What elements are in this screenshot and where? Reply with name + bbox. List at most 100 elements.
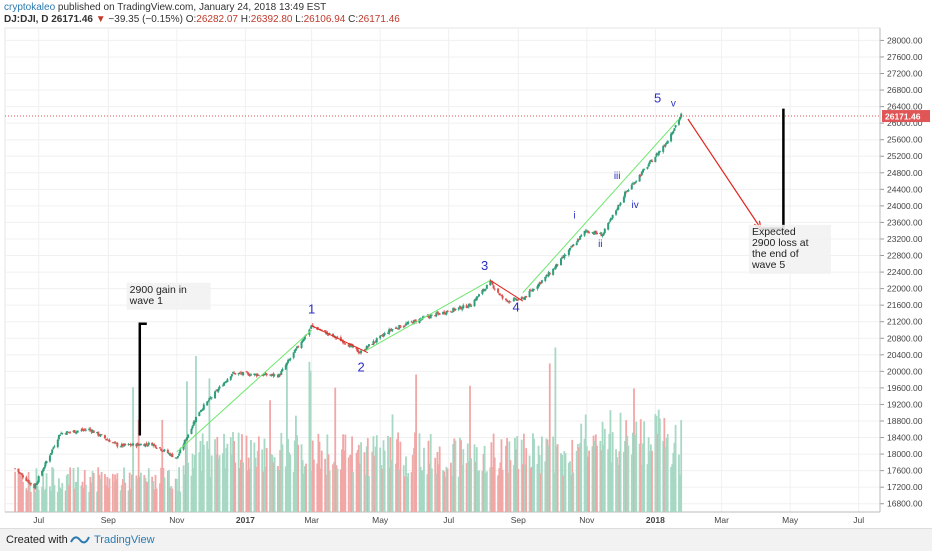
volume-bar bbox=[245, 435, 248, 512]
volume-bar bbox=[34, 491, 37, 512]
candle-body bbox=[568, 247, 571, 251]
tradingview-brand[interactable]: TradingView bbox=[94, 534, 155, 546]
candle-body bbox=[497, 288, 500, 293]
candle-body bbox=[445, 311, 448, 315]
volume-bar bbox=[175, 478, 178, 512]
candle-body bbox=[80, 429, 83, 431]
volume-bar bbox=[232, 432, 234, 512]
y-tick-label: 18800.00 bbox=[887, 416, 923, 426]
candle-body bbox=[583, 230, 586, 236]
volume-bar bbox=[273, 457, 276, 512]
candle-body bbox=[436, 312, 439, 314]
candle-body bbox=[159, 447, 162, 449]
volume-bar bbox=[312, 459, 315, 512]
author-link[interactable]: cryptokaleo bbox=[4, 2, 56, 13]
volume-bar bbox=[146, 482, 149, 512]
candle-body bbox=[272, 373, 275, 377]
volume-bar bbox=[524, 464, 526, 512]
x-tick-label: Nov bbox=[169, 515, 185, 525]
volume-bar bbox=[339, 469, 342, 512]
candle-body bbox=[72, 430, 75, 432]
volume-bar bbox=[657, 409, 660, 512]
candle-body bbox=[576, 239, 579, 243]
volume-bar bbox=[309, 370, 312, 512]
volume-bar bbox=[532, 433, 534, 512]
candle-body bbox=[194, 416, 197, 423]
candle-body bbox=[75, 431, 78, 433]
candle-body bbox=[638, 174, 641, 182]
candle-body bbox=[116, 443, 119, 447]
volume-bar bbox=[271, 455, 274, 512]
volume-bar bbox=[483, 445, 486, 512]
volume-bar bbox=[343, 450, 346, 512]
volume-bar bbox=[539, 473, 542, 512]
price-chart[interactable]: 28000.00 27600.00 27200.00 26800.00 26400.00… bbox=[0, 0, 932, 528]
volume-bar bbox=[609, 410, 612, 512]
candle-body bbox=[154, 445, 157, 448]
volume-bar bbox=[615, 449, 617, 512]
candle-body bbox=[214, 391, 217, 399]
candle-body bbox=[96, 432, 99, 433]
volume-bar bbox=[96, 491, 99, 512]
candle-body bbox=[162, 450, 165, 452]
volume-bar bbox=[491, 467, 494, 512]
volume-bar bbox=[35, 468, 38, 512]
annotation-text: wave 5 bbox=[751, 259, 785, 271]
candle-body bbox=[647, 164, 650, 167]
volume-bar bbox=[601, 421, 604, 512]
volume-bar bbox=[81, 481, 84, 512]
candle-body bbox=[99, 434, 102, 437]
candle-body bbox=[571, 246, 574, 247]
candle-body bbox=[51, 449, 54, 454]
candle-body bbox=[18, 472, 21, 474]
volume-bar bbox=[633, 388, 635, 512]
volume-bar bbox=[84, 484, 87, 512]
volume-bar bbox=[435, 473, 438, 512]
volume-bar bbox=[564, 453, 567, 512]
volume-bar bbox=[579, 443, 581, 512]
volume-bar bbox=[364, 474, 367, 512]
volume-bar bbox=[281, 444, 284, 512]
volume-bar bbox=[191, 453, 194, 512]
candle-body bbox=[540, 280, 543, 283]
y-tick-label: 22000.00 bbox=[887, 284, 923, 294]
volume-bar bbox=[256, 450, 259, 512]
candle-body bbox=[166, 449, 169, 454]
candle-body bbox=[29, 482, 32, 485]
volume-bar bbox=[678, 454, 680, 512]
volume-bar bbox=[308, 361, 311, 512]
candle-body bbox=[229, 376, 232, 380]
candle-body bbox=[254, 373, 257, 375]
candle-body bbox=[664, 144, 667, 147]
volume-bar bbox=[351, 436, 353, 512]
y-tick-label: 26000.00 bbox=[887, 118, 923, 128]
volume-bar bbox=[169, 487, 172, 512]
annotation-text: wave 1 bbox=[129, 295, 163, 307]
volume-bar bbox=[144, 477, 147, 512]
candle-body bbox=[584, 230, 587, 232]
candle-body bbox=[602, 232, 605, 236]
y-tick-label: 16800.00 bbox=[887, 499, 923, 509]
candle-body bbox=[492, 285, 495, 289]
volume-bar bbox=[254, 457, 257, 512]
candle-body bbox=[167, 453, 170, 454]
volume-bar bbox=[37, 489, 40, 512]
volume-bar bbox=[572, 472, 575, 512]
volume-bar bbox=[366, 438, 369, 512]
candle-body bbox=[145, 443, 148, 445]
volume-bar bbox=[639, 419, 642, 512]
volume-bar bbox=[300, 444, 303, 512]
candle-body bbox=[120, 444, 123, 447]
low-value: 26106.94 bbox=[303, 14, 346, 25]
candle-body bbox=[640, 171, 643, 176]
volume-bar bbox=[484, 472, 487, 512]
volume-bar bbox=[310, 470, 313, 512]
last-price: 26171.46 bbox=[51, 14, 93, 25]
y-tick-label: 24400.00 bbox=[887, 184, 923, 194]
volume-bar bbox=[594, 434, 597, 512]
volume-bar bbox=[453, 438, 456, 512]
volume-bar bbox=[517, 469, 520, 512]
candle-body bbox=[648, 161, 651, 164]
candle-body bbox=[73, 430, 76, 433]
volume-bar bbox=[436, 451, 439, 512]
